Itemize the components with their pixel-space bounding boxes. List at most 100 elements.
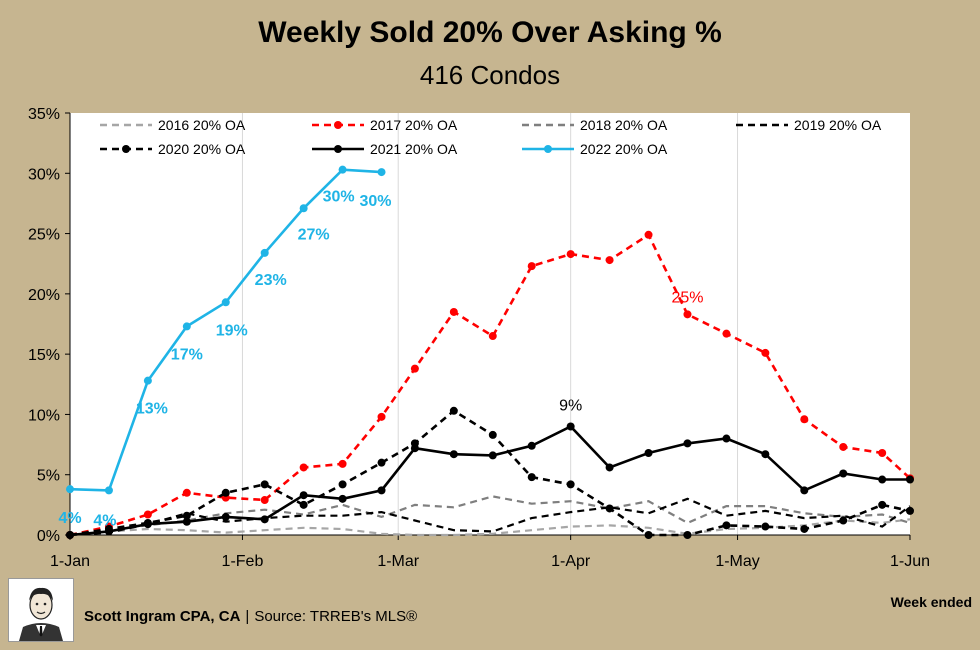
data-point — [260, 515, 269, 524]
series-line — [69, 495, 911, 537]
data-point — [683, 531, 692, 539]
author-portrait-logo — [8, 578, 74, 642]
data-point — [221, 512, 230, 521]
y-tick-label: 20% — [28, 287, 60, 304]
data-point — [66, 485, 74, 494]
y-tick-label: 0% — [37, 528, 60, 545]
data-label: 4% — [58, 510, 81, 527]
footer-separator: | — [245, 608, 250, 625]
series-2018-20-oa — [69, 495, 911, 537]
data-label: 13% — [136, 401, 168, 418]
data-point — [299, 500, 308, 509]
legend-item-2022-20-oa: 2022 20% OA — [522, 141, 668, 157]
data-label: 30% — [323, 189, 355, 206]
data-point — [605, 256, 614, 265]
axes: 1-Jan 1-Feb 1-Mar 1-Apr 1-May 1-Jun 0% 5% 10% 15%… — [28, 106, 930, 570]
data-point — [488, 332, 497, 341]
x-tick-label: 1-Apr — [551, 553, 591, 570]
data-point — [488, 451, 497, 460]
legend-item-2017-20-oa: 2017 20% OA — [312, 117, 458, 133]
data-point — [878, 475, 887, 484]
legend-label: 2021 20% OA — [370, 141, 458, 157]
data-point — [761, 522, 770, 531]
grid-lines — [241, 113, 739, 535]
data-point — [488, 430, 497, 439]
legend-label: 2022 20% OA — [580, 141, 668, 157]
data-point — [377, 168, 386, 177]
x-tick-label: 1-Mar — [377, 553, 419, 570]
data-point — [221, 488, 230, 497]
legend: 2016 20% OA 2017 20% OA 2018 20% OA 2019 20… — [100, 117, 882, 157]
data-point — [722, 434, 731, 443]
data-point — [449, 450, 458, 459]
x-axis-label: Week ended — [890, 594, 972, 610]
data-point — [839, 469, 848, 478]
data-point — [800, 524, 809, 533]
legend-item-2016-20-oa: 2016 20% OA — [100, 117, 246, 133]
data-point — [878, 500, 887, 509]
data-label: 27% — [298, 226, 330, 243]
data-point — [722, 329, 731, 338]
data-point — [644, 230, 653, 239]
legend-item-2020-20-oa: 2020 20% OA — [100, 141, 246, 157]
data-point — [644, 531, 653, 539]
data-point — [527, 441, 536, 450]
data-point — [722, 521, 731, 530]
data-point — [377, 486, 386, 495]
legend-item-2021-20-oa: 2021 20% OA — [312, 141, 458, 157]
data-point — [449, 406, 458, 415]
data-point — [527, 473, 536, 482]
y-tick-label: 5% — [37, 468, 60, 485]
legend-item-2018-20-oa: 2018 20% OA — [522, 117, 668, 133]
y-tick-label: 30% — [28, 166, 60, 183]
x-tick-label: 1-May — [715, 553, 759, 570]
data-point — [299, 463, 308, 472]
data-label: 9% — [559, 397, 582, 414]
x-tick-label: 1-Feb — [222, 553, 264, 570]
data-point — [143, 520, 152, 529]
data-point — [338, 459, 347, 468]
data-point — [839, 516, 848, 525]
data-point — [182, 322, 191, 331]
footer-credit: Scott Ingram CPA, CA | Source: TRREB's MLS… — [84, 608, 417, 625]
y-tick-label: 25% — [28, 227, 60, 244]
data-point — [221, 298, 230, 307]
data-point — [338, 165, 347, 174]
legend-marker — [334, 121, 342, 129]
data-label: 30% — [360, 193, 392, 210]
legend-marker — [544, 145, 552, 153]
x-tick-label: 1-Jan — [50, 553, 90, 570]
legend-label: 2016 20% OA — [158, 117, 246, 133]
data-point — [377, 412, 386, 421]
data-point — [104, 486, 113, 495]
data-point — [143, 376, 152, 385]
legend-label: 2019 20% OA — [794, 117, 882, 133]
data-point — [800, 486, 809, 495]
data-point — [182, 517, 191, 526]
legend-marker — [122, 145, 130, 153]
legend-item-2019-20-oa: 2019 20% OA — [736, 117, 882, 133]
data-point — [906, 506, 914, 515]
data-point — [761, 450, 770, 459]
data-point — [449, 307, 458, 316]
legend-label: 2018 20% OA — [580, 117, 668, 133]
legend-label: 2020 20% OA — [158, 141, 246, 157]
data-point — [527, 262, 536, 271]
data-point — [683, 310, 692, 319]
data-point — [299, 204, 308, 213]
data-point — [260, 480, 269, 489]
data-point — [761, 348, 770, 357]
data-point — [299, 491, 308, 500]
data-point — [182, 488, 191, 497]
data-label: 19% — [216, 322, 248, 339]
series-2021-20-oa — [66, 422, 914, 539]
data-labels: 4% 4% 13% 17% 19% 23% 27% 30% 30% 25% 9% — [58, 189, 703, 530]
y-tick-label: 35% — [28, 106, 60, 123]
source-text: Source: TRREB's MLS® — [254, 608, 418, 625]
data-label: 17% — [171, 346, 203, 363]
data-point — [906, 475, 914, 484]
plot-area — [70, 113, 910, 535]
data-point — [66, 531, 74, 539]
legend-marker — [334, 145, 342, 153]
